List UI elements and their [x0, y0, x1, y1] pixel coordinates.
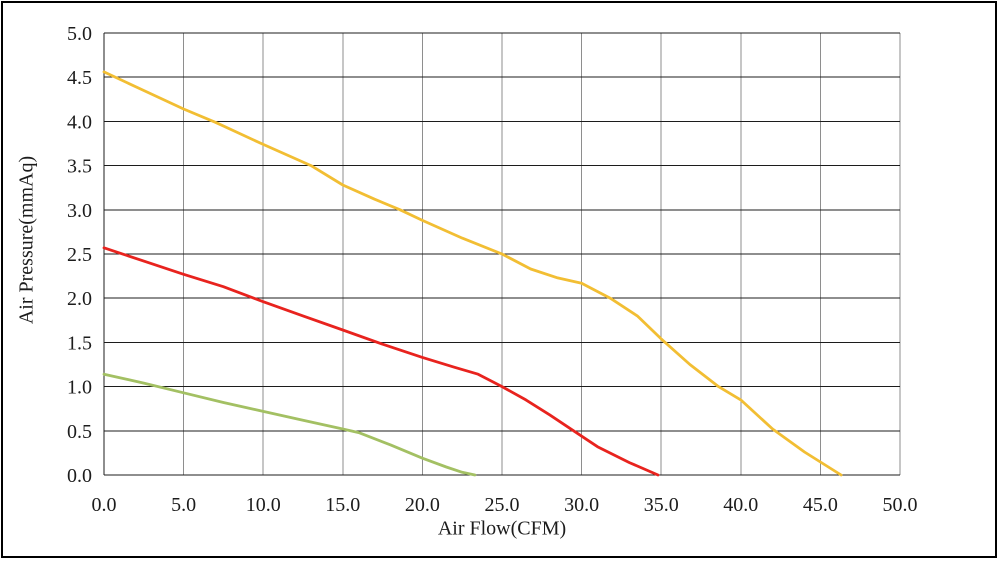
x-tick-label: 15.0 — [325, 494, 360, 516]
y-tick-label: 4.5 — [67, 67, 92, 89]
y-tick-label: 1.0 — [67, 377, 92, 399]
y-tick-label: 4.0 — [67, 111, 92, 133]
y-tick-label: 0.5 — [67, 421, 92, 443]
x-tick-label: 50.0 — [883, 494, 918, 516]
x-tick-label: 30.0 — [564, 494, 599, 516]
green-curve-line — [102, 372, 477, 477]
x-tick-label: 45.0 — [803, 494, 838, 516]
yellow-curve-line — [102, 70, 843, 477]
x-tick-label: 35.0 — [644, 494, 679, 516]
x-tick-label: 5.0 — [171, 494, 196, 516]
y-tick-label: 2.0 — [67, 288, 92, 310]
y-tick-label: 2.5 — [67, 244, 92, 266]
red-curve-line — [102, 246, 660, 477]
y-tick-label: 0.0 — [67, 465, 92, 487]
y-tick-label: 3.0 — [67, 200, 92, 222]
x-tick-label: 20.0 — [405, 494, 440, 516]
y-tick-label: 3.5 — [67, 156, 92, 178]
y-axis-title: Air Pressure(mmAq) — [15, 155, 38, 325]
y-tick-label: 5.0 — [67, 23, 92, 45]
x-tick-label: 25.0 — [485, 494, 520, 516]
x-tick-label: 40.0 — [723, 494, 758, 516]
x-tick-label: 10.0 — [246, 494, 281, 516]
x-axis-title: Air Flow(CFM) — [437, 517, 567, 540]
x-tick-label: 0.0 — [92, 494, 117, 516]
y-tick-label: 1.5 — [67, 332, 92, 354]
